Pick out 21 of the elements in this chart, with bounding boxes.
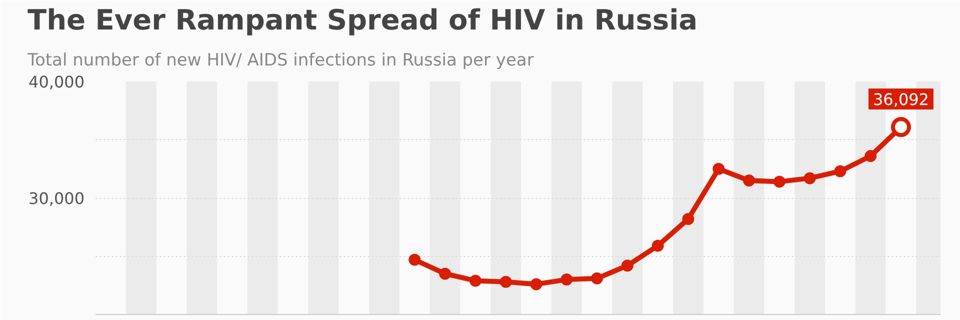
y-tick-label: 40,000 [28,72,84,92]
point [743,174,756,187]
point [621,260,634,272]
point [804,172,816,184]
point [530,278,542,290]
y-tick-label: 30,000 [28,189,84,208]
point [864,150,877,162]
point [773,176,786,188]
point [560,274,573,286]
chart-subtitle: Total number of new HIV/ AIDS infections in Russia per year [26,50,534,70]
point [469,274,482,287]
point [408,254,421,266]
chart-title: The Ever Rampant Spread of HIV in Russia [28,4,698,36]
point [500,276,512,288]
data-label: 36,092 [872,90,929,110]
point [591,272,604,284]
point [834,165,846,178]
point [652,240,664,252]
point [439,268,452,280]
point [712,162,725,175]
point [682,212,694,225]
